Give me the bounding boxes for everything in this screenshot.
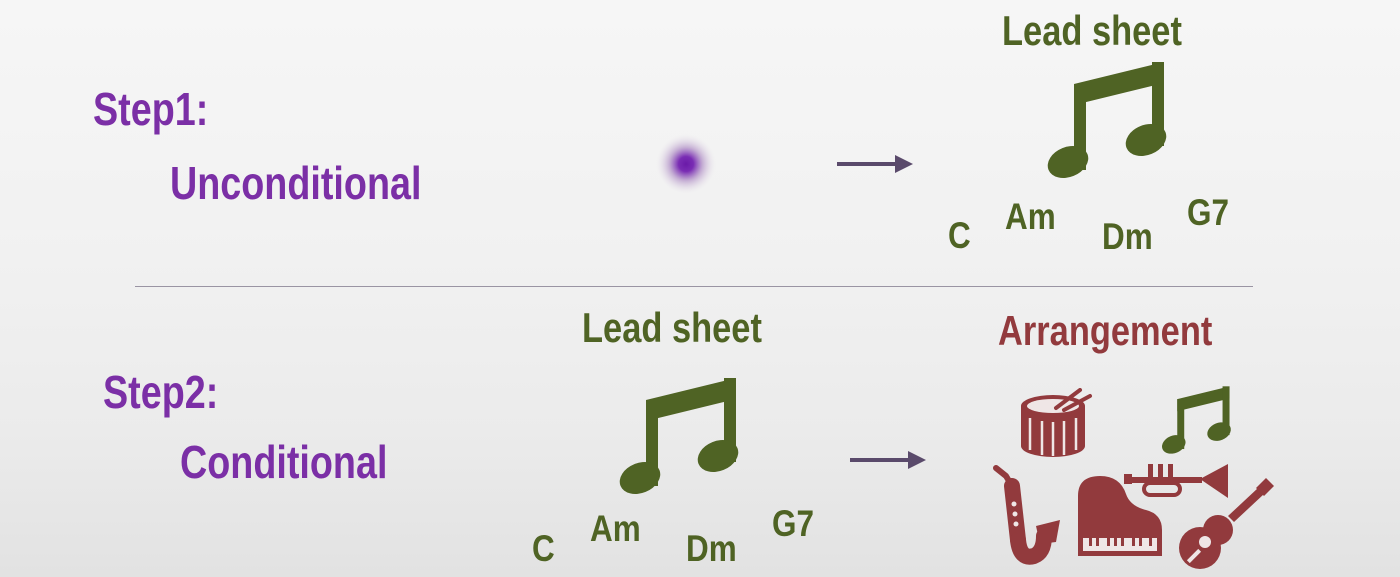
step1-chord-g7: G7 — [1187, 192, 1229, 233]
saxophone-icon — [993, 465, 1060, 565]
step1-chord-dm: Dm — [1102, 216, 1153, 257]
piano-icon — [1078, 476, 1162, 556]
music-note-icon — [1047, 62, 1167, 178]
step2-arrangement-title: Arrangement — [998, 307, 1213, 354]
step1-lead-sheet-title: Lead sheet — [1002, 7, 1182, 54]
step1-sublabel: Unconditional — [170, 157, 422, 209]
step1-arrow — [837, 155, 913, 173]
step2-arrow — [850, 451, 926, 469]
drum-icon — [1021, 388, 1092, 457]
step2-sublabel: Conditional — [180, 436, 388, 488]
step2-chord-c: C — [532, 528, 555, 569]
step2-chord-g7: G7 — [772, 503, 814, 544]
guitar-icon — [1179, 478, 1274, 569]
step1-chord-am: Am — [1005, 196, 1056, 237]
step2-label: Step2: — [103, 366, 219, 418]
step1-chord-c: C — [948, 215, 971, 256]
section-divider — [135, 286, 1253, 287]
step1-label: Step1: — [93, 83, 209, 135]
step2-chord-am: Am — [590, 508, 641, 549]
step2-chord-dm: Dm — [686, 528, 737, 569]
music-note-icon — [1162, 386, 1231, 454]
trumpet-icon — [1124, 464, 1228, 498]
step2-lead-sheet-title: Lead sheet — [582, 304, 762, 351]
music-note-icon — [619, 378, 739, 494]
noise-dot-icon — [656, 134, 716, 194]
